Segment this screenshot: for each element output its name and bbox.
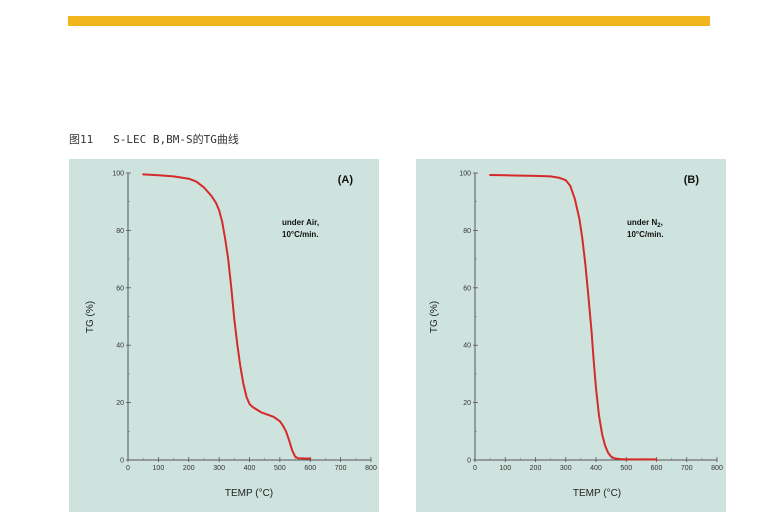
x-tick-label: 100	[153, 465, 165, 472]
y-tick-label: 80	[116, 228, 124, 235]
tg-chart-b: 0 20 40 60 80 100 0 100 200 300 400 500 600 700 800 TG…	[429, 171, 723, 500]
x-tick-label: 300	[560, 465, 572, 472]
y-tick-label: 20	[116, 400, 124, 407]
condition-text-line2: 10°C/min.	[627, 230, 664, 239]
x-axis-title: TEMP (°C)	[225, 488, 273, 499]
x-tick-label: 700	[681, 465, 693, 472]
y-tick-label: 0	[467, 458, 471, 465]
condition-comma: ,	[661, 218, 663, 227]
x-tick-label: 400	[244, 465, 256, 472]
x-tick-label: 200	[183, 465, 195, 472]
tg-series-line	[142, 173, 312, 460]
x-axis-title: TEMP (°C)	[573, 488, 621, 499]
x-tick-label: 100	[499, 465, 511, 472]
accent-bar	[68, 16, 710, 26]
chart-panel-b: 0 20 40 60 80 100 0 100 200 300 400 500 600 700 800 TG…	[416, 159, 726, 512]
x-tick-label: 300	[213, 465, 225, 472]
panel-label: (A)	[338, 174, 354, 186]
chart-panel-a: 0 20 40 60 80 100 0 100 200 300 400 500 600 700 800 TG…	[69, 159, 379, 512]
x-tick-label: 200	[530, 465, 542, 472]
x-tick-label: 800	[711, 465, 723, 472]
condition-subscript: 2	[657, 223, 661, 229]
x-tick-label: 700	[335, 465, 347, 472]
y-tick-label: 40	[463, 343, 471, 350]
figure-caption: 图11 S-LEC B,BM-S的TG曲线	[69, 133, 239, 146]
y-axis-title: TG (%)	[429, 301, 440, 333]
y-tick-label: 40	[116, 343, 124, 350]
y-tick-label: 60	[463, 285, 471, 292]
panel-label: (B)	[684, 174, 700, 186]
x-tick-label: 400	[590, 465, 602, 472]
x-tick-label: 0	[126, 465, 130, 472]
x-tick-label: 600	[651, 465, 663, 472]
y-tick-label: 20	[463, 400, 471, 407]
x-tick-label: 600	[304, 465, 316, 472]
y-tick-label: 60	[116, 285, 124, 292]
condition-text-line1: under N2,	[627, 218, 663, 229]
x-tick-label: 500	[620, 465, 632, 472]
x-tick-label: 500	[274, 465, 286, 472]
y-tick-label: 0	[120, 458, 124, 465]
y-tick-label: 100	[112, 171, 124, 178]
tg-series-line	[489, 174, 658, 461]
x-tick-label: 0	[473, 465, 477, 472]
y-axis-title: TG (%)	[85, 301, 96, 333]
y-tick-label: 80	[463, 228, 471, 235]
y-tick-label: 100	[459, 171, 471, 178]
condition-text-line2: 10°C/min.	[282, 230, 319, 239]
condition-text-line1: under Air,	[282, 218, 319, 227]
x-tick-label: 800	[365, 465, 377, 472]
tg-chart-a: 0 20 40 60 80 100 0 100 200 300 400 500 600 700 800 TG…	[85, 171, 377, 500]
condition-text-main: under N	[627, 218, 657, 227]
